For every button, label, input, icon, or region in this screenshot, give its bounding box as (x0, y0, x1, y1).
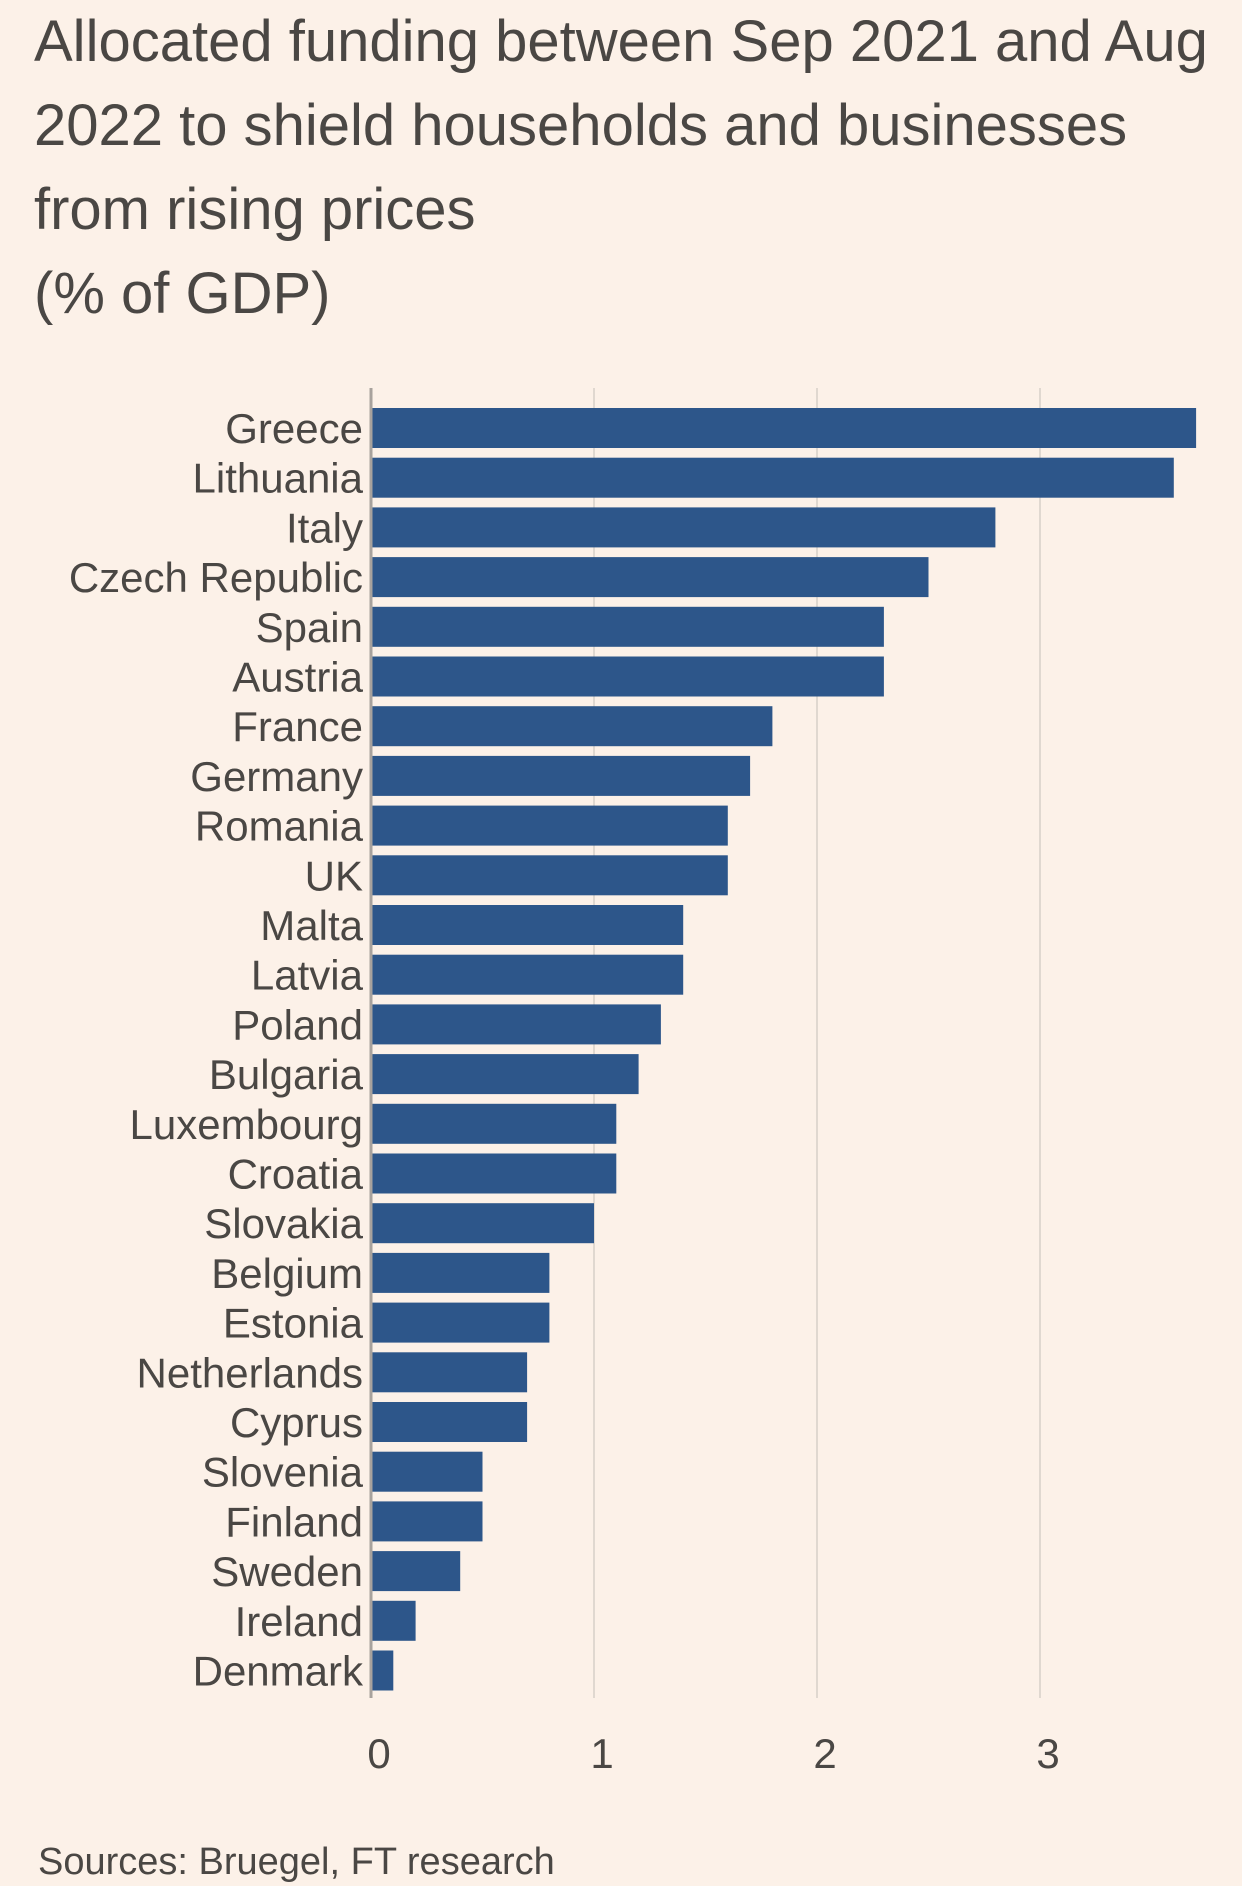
x-tick-label: 3 (1036, 1730, 1059, 1777)
category-label: Spain (256, 604, 363, 651)
bar-uk (371, 855, 728, 896)
bar-czech-republic (371, 557, 929, 598)
category-label: Romania (195, 803, 364, 850)
chart-title-text: Allocated funding between Sep 2021 and A… (34, 9, 1208, 242)
bar-sweden (371, 1551, 461, 1592)
bar-greece (371, 408, 1197, 448)
bar-romania (371, 805, 728, 846)
category-label: Bulgaria (209, 1051, 364, 1098)
category-label: Cyprus (230, 1399, 363, 1446)
category-label: Slovenia (202, 1449, 364, 1496)
bar-luxembourg (371, 1103, 617, 1144)
category-label: Greece (225, 405, 363, 452)
category-label: Croatia (228, 1151, 364, 1198)
bar-denmark (371, 1650, 394, 1691)
x-tick-label: 2 (813, 1730, 836, 1777)
category-label: Slovakia (204, 1200, 363, 1247)
x-tick-label: 0 (367, 1730, 390, 1777)
category-label: Ireland (235, 1598, 363, 1645)
bar-austria (371, 656, 884, 697)
category-label: Belgium (211, 1250, 363, 1297)
category-label: Poland (232, 1001, 363, 1048)
bar-lithuania (371, 457, 1174, 498)
x-tick-labels: 0 1 2 3 (367, 1730, 1059, 1777)
bar-malta (371, 905, 684, 945)
category-label: Sweden (211, 1548, 363, 1595)
bar-france (371, 706, 773, 747)
bar-italy (371, 507, 996, 548)
bar-bulgaria (371, 1054, 639, 1095)
category-label: Austria (232, 654, 363, 701)
category-label: Italy (286, 504, 363, 551)
bar-poland (371, 1004, 661, 1045)
bar-germany (371, 755, 751, 796)
x-tick-label: 1 (590, 1730, 613, 1777)
bar-finland (371, 1501, 483, 1542)
bar-ireland (371, 1600, 416, 1641)
chart-subtitle: (% of GDP) (34, 261, 331, 326)
category-label: Luxembourg (130, 1101, 363, 1148)
chart-title: Allocated funding between Sep 2021 and A… (34, 0, 1214, 336)
bar-estonia (371, 1302, 550, 1343)
bars (371, 408, 1197, 1691)
category-label: France (232, 703, 363, 750)
category-label: Czech Republic (69, 554, 363, 601)
source-note: Sources: Bruegel, FT research (38, 1841, 555, 1883)
category-label: Latvia (251, 952, 364, 999)
bar-slovenia (371, 1451, 483, 1492)
category-label: Estonia (223, 1300, 364, 1347)
category-label: Malta (260, 902, 363, 949)
category-label: UK (305, 852, 363, 899)
category-label: Germany (190, 753, 363, 800)
category-label: Lithuania (193, 455, 364, 502)
category-label: Netherlands (137, 1349, 363, 1396)
category-label: Denmark (193, 1648, 364, 1695)
bar-spain (371, 606, 884, 647)
bar-latvia (371, 954, 684, 995)
bar-slovakia (371, 1203, 594, 1244)
bar-cyprus (371, 1402, 528, 1442)
bar-croatia (371, 1153, 617, 1194)
bar-belgium (371, 1252, 550, 1293)
category-label: Finland (225, 1498, 363, 1545)
bar-netherlands (371, 1352, 528, 1393)
